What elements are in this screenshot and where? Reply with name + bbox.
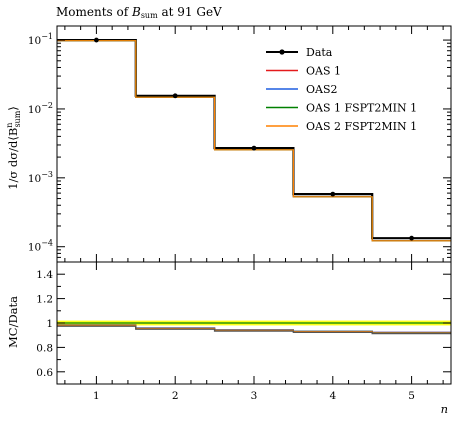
series-line-2 — [57, 40, 451, 242]
y-tick-label: 10−2 — [28, 101, 53, 116]
ratio-y-tick-label: 1.4 — [36, 269, 53, 281]
y-tick-label: 10−1 — [28, 32, 53, 47]
legend-label-1: OAS 1 — [306, 65, 341, 78]
chart-title: Moments of Bsum at 91 GeV — [56, 5, 222, 20]
y-tick-label: 10−4 — [28, 239, 53, 254]
data-point — [172, 93, 178, 99]
x-tick-label: 2 — [172, 390, 179, 402]
ratio-y-tick-label: 1.2 — [36, 294, 53, 306]
data-point — [330, 191, 336, 197]
y-axis-label: 1/σ dσ/d⟨Bnsum⟩ — [5, 106, 22, 190]
data-point — [94, 37, 99, 43]
x-tick-label: 3 — [251, 390, 258, 402]
legend-label-4: OAS 2 FSPT2MIN 1 — [306, 120, 417, 133]
legend-label-data: Data — [306, 46, 333, 59]
main-panel: 10−1 10−2 10−3 10−4 — [28, 25, 452, 263]
x-tick-label: 5 — [408, 390, 415, 402]
ratio-y-axis-label: MC/Data — [6, 296, 20, 348]
legend-label-2: OAS2 — [306, 83, 338, 96]
ratio-y-tick-label: 0.8 — [36, 342, 53, 354]
main-frame — [56, 25, 452, 263]
legend-marker-data — [279, 49, 285, 55]
y-tick-label: 10−3 — [28, 170, 53, 185]
legend: Data OAS 1 OAS2 OAS 1 FSPT2MIN 1 OAS 2 FSPT2… — [266, 46, 417, 133]
series-line-4 — [57, 40, 451, 242]
data-point — [409, 235, 414, 241]
data-point — [251, 145, 257, 151]
ratio-y-tick-label: 1 — [46, 318, 53, 330]
series-line-1 — [57, 40, 451, 242]
series-line-3 — [57, 40, 451, 242]
ratio-panel: 0.6 0.8 1 1.2 1.4 1 2 3 4 5 — [36, 261, 452, 402]
x-axis-label: n — [441, 402, 448, 416]
ratio-shadow-line — [57, 325, 451, 335]
data-histogram — [57, 39, 451, 240]
ratio-y-tick-label: 0.6 — [36, 367, 53, 379]
legend-label-3: OAS 1 FSPT2MIN 1 — [306, 102, 417, 115]
x-tick-label: 4 — [329, 390, 336, 402]
x-tick-label: 1 — [93, 390, 100, 402]
